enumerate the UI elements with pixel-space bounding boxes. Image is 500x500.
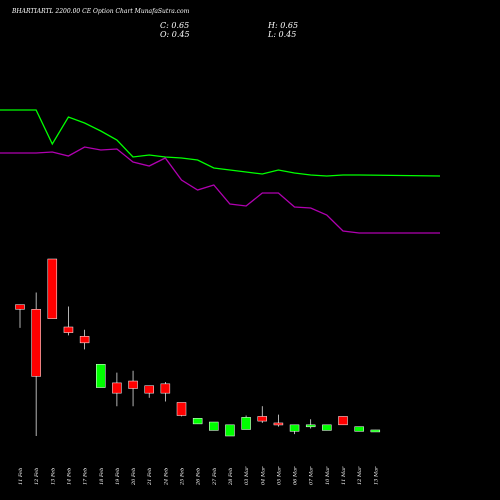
x-tick-label: 11 Feb [18,468,24,485]
candle-body [176,402,187,416]
indicator-line-magenta [0,146,440,234]
x-tick-label: 04 Mar [260,466,266,485]
x-tick-label: 03 Mar [244,466,250,485]
candle [241,415,251,430]
candle [192,418,203,425]
x-tick-label: 28 Feb [228,468,234,486]
x-tick-label: 20 Feb [131,468,137,486]
candle-body [241,417,251,430]
candle-body [144,385,154,394]
x-tick-label: 21 Feb [147,468,153,486]
candle [176,402,187,417]
candle-body [209,421,219,431]
candle [322,424,332,431]
candle [225,424,235,437]
x-tick-label: 26 Feb [196,468,202,486]
candles [15,258,381,437]
candle [112,372,122,407]
open-value: O: 0.45 [160,30,190,39]
x-tick-label: 25 Feb [180,468,186,486]
candle-body [305,424,316,428]
candle [160,381,171,402]
candle-body [273,422,284,426]
candle-body [96,364,106,388]
x-tick-label: 05 Mar [276,466,282,485]
candle-body [15,304,25,310]
chart-title: BHARTIARTL 2200.00 CE Option Chart Munaf… [12,8,190,15]
candle [305,419,316,429]
candle [257,406,267,423]
candle [370,429,381,433]
candle-body [31,309,41,377]
x-tick-label: 07 Mar [309,466,315,485]
x-tick-label: 12 Mar [357,466,363,485]
candle-body [47,258,58,319]
candle-body [289,424,300,432]
candle [144,385,154,398]
candle [289,424,300,435]
candle-body [112,382,122,394]
candle [63,306,74,336]
candle [354,426,364,432]
candle [79,329,90,350]
candle-body [257,416,267,422]
indicator-lines [0,109,441,234]
indicator-line-green [0,109,441,177]
x-axis: 11 Feb 12 Feb 13 Feb 14 Feb 17 Feb 18 Feb 19 F… [18,466,379,486]
candle-body [225,424,235,437]
x-tick-label: 13 Mar [373,466,379,485]
candle [15,304,25,328]
candle-body [354,426,364,432]
x-tick-label: 13 Feb [50,468,56,485]
candle-body [128,380,138,389]
candle [338,416,348,426]
candle [96,364,106,388]
candle [273,414,284,427]
x-tick-label: 17 Feb [83,468,89,485]
close-value: C: 0.65 [160,21,190,30]
candle-body [322,424,332,431]
candle-body [338,416,348,426]
candle [209,421,219,431]
high-value: H: 0.65 [268,21,299,30]
low-value: L: 0.45 [268,30,297,39]
candle [31,292,41,436]
x-tick-label: 19 Feb [115,468,121,485]
x-tick-label: 06 Mar [293,466,299,485]
x-tick-label: 18 Feb [99,468,105,485]
candle [47,258,58,319]
x-tick-label: 24 Feb [163,468,169,486]
candle [128,370,138,407]
x-tick-label: 11 Mar [341,466,347,485]
x-tick-label: 10 Mar [325,466,331,485]
candle-body [63,326,74,333]
x-tick-label: 27 Feb [212,468,218,486]
candle-body [79,336,90,344]
x-tick-label: 14 Feb [66,468,72,485]
candle-body [370,429,381,433]
candle-body [160,383,171,394]
x-tick-label: 12 Feb [34,468,40,485]
candle-body [192,418,203,425]
